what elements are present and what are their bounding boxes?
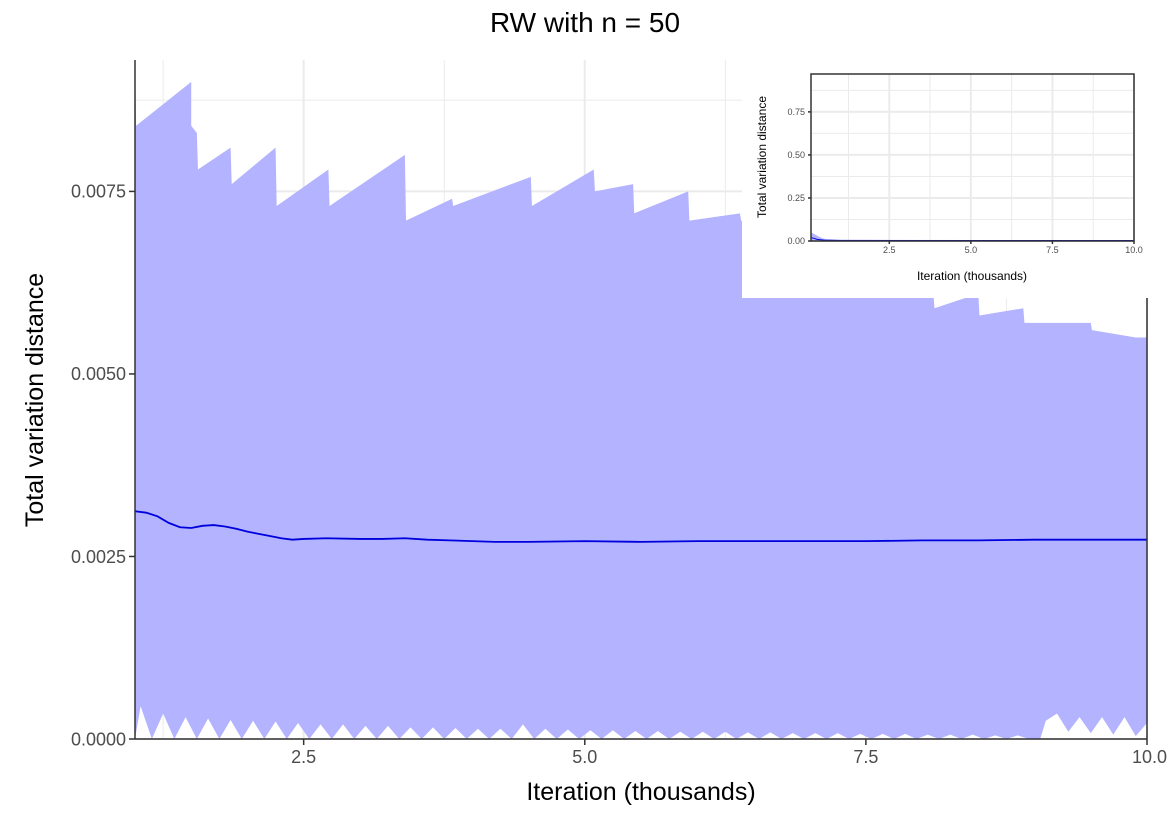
x-tick-label: 7.5 — [853, 747, 878, 767]
inset-axes — [810, 73, 1135, 242]
x-axis-label: Iteration (thousands) — [526, 778, 755, 806]
x-tick-label: 2.5 — [291, 747, 316, 767]
chart-title: RW with n = 50 — [490, 7, 680, 38]
y-tick-label: 0.0075 — [71, 182, 126, 202]
y-tick-label: 0.25 — [787, 193, 805, 203]
x-tick-label: 10.0 — [1125, 245, 1143, 255]
y-axis-label: Total variation distance — [21, 273, 49, 527]
y-tick-label: 0.0050 — [71, 364, 126, 384]
inset-y-axis-label: Total variation distance — [755, 96, 769, 218]
x-tick-label: 7.5 — [1046, 245, 1059, 255]
y-tick-label: 0.0000 — [71, 729, 126, 749]
inset-x-axis-label: Iteration (thousands) — [917, 269, 1027, 283]
inset-background — [742, 56, 1168, 298]
main-ticks: 0.0000 0.0025 0.0050 0.0075 2.5 5.0 7.5 10.0 — [71, 182, 1167, 767]
x-tick-label: 2.5 — [883, 245, 896, 255]
inset-ticks: 0.00 0.25 0.50 0.75 2.5 5.0 7.5 10.0 — [787, 107, 1142, 255]
inset-panel: 0.00 0.25 0.50 0.75 2.5 5.0 7.5 10.0 Iteration … — [742, 56, 1168, 298]
main-mean-line — [134, 510, 1147, 543]
y-tick-label: 0.00 — [787, 236, 805, 246]
y-tick-label: 0.75 — [787, 107, 805, 117]
x-tick-label: 10.0 — [1132, 747, 1167, 767]
x-tick-label: 5.0 — [965, 245, 978, 255]
main-band — [135, 60, 1147, 739]
y-tick-label: 0.0025 — [71, 547, 126, 567]
main-panel: 0.0000 0.0025 0.0050 0.0075 2.5 5.0 7.5 10.0 — [71, 60, 1167, 767]
inset-border — [810, 73, 1135, 242]
x-tick-label: 5.0 — [572, 747, 597, 767]
y-tick-label: 0.50 — [787, 150, 805, 160]
inset-grid — [811, 74, 1135, 242]
